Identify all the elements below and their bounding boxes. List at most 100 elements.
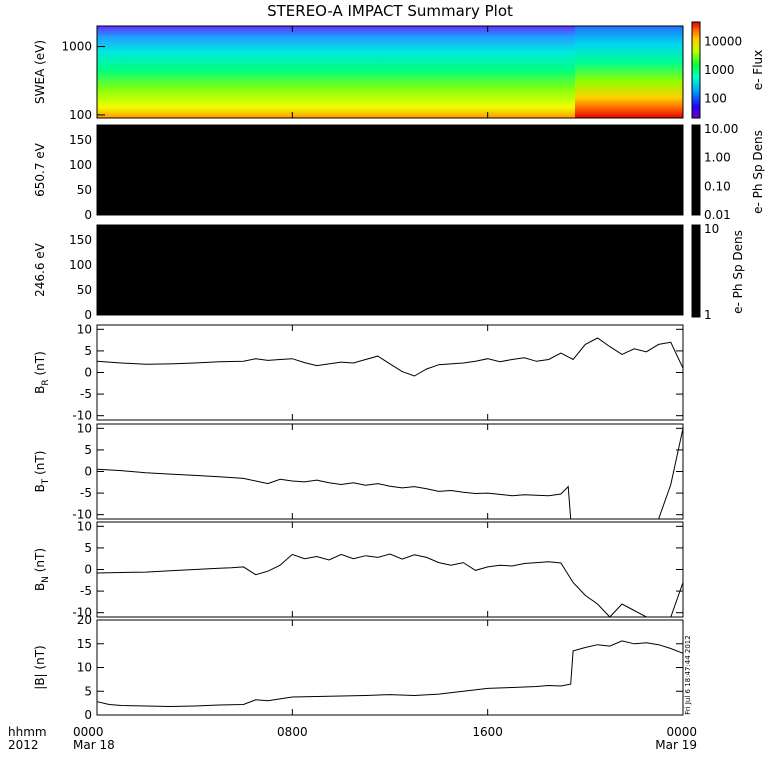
- pad650-colorbar: [691, 124, 701, 216]
- time-tick-label-3: 0000: [666, 725, 697, 739]
- br-trace: [96, 337, 684, 377]
- pad246-colorbar-label: e- Ph Sp Dens: [731, 230, 745, 314]
- bt-ytick-label-2: 0: [84, 465, 92, 479]
- bt-panel: -10 -5 0 5 10 BT (nT): [33, 421, 684, 522]
- generation-timestamp: Fri Jul 6 18:47:44 2012: [684, 635, 692, 714]
- swea-colorbar-ticks: 100 1000 10000: [704, 35, 742, 106]
- date-label-start: Mar 18: [73, 738, 115, 752]
- pad650-frame: [96, 124, 684, 216]
- bmag-ytick-label-1: 5: [84, 684, 92, 698]
- pad650-spectrogram: [97, 125, 683, 215]
- bt-ylabel: BT (nT): [33, 451, 51, 493]
- bn-ytick-label-1: -5: [80, 584, 92, 598]
- br-ytick-label-3: 5: [84, 344, 92, 358]
- time-tick-label-0: 0000: [73, 725, 104, 739]
- pad246-ylabel: 246.6 eV: [33, 242, 47, 297]
- bmag-frame: [96, 619, 684, 716]
- bt-ytick-label-4: 10: [77, 421, 92, 435]
- bmag-ylabel-main: |B| (nT): [33, 645, 47, 689]
- pad246-ytick-label-0: 0: [84, 308, 92, 322]
- bn-ytick-label-2: 0: [84, 563, 92, 577]
- pad650-ytick-label-1: 50: [77, 183, 92, 197]
- swea-cbar-label-2: 10000: [704, 35, 742, 49]
- pad246-ytick-label-2: 100: [69, 258, 92, 272]
- pad246-colorbar-ticks: 10 1: [704, 222, 719, 322]
- bn-ytick-label-3: 5: [84, 541, 92, 555]
- pad650-colorbar-label: e- Ph Sp Dens: [751, 130, 765, 214]
- pad246-ytick-label-1: 50: [77, 283, 92, 297]
- pad246-frame: [96, 224, 684, 316]
- br-ytick-label-1: -5: [80, 387, 92, 401]
- swea-cbar-label-0: 100: [704, 91, 727, 105]
- pad650-colorbar-ticks: 10.00 1.00 0.10 0.01: [704, 122, 738, 222]
- swea-ytick-label-1: 1000: [61, 40, 92, 54]
- pad246-colorbar: [691, 224, 701, 318]
- pad246-y-ticks: 0 50 100 150: [69, 233, 92, 322]
- bn-ylabel: BN (nT): [33, 548, 51, 591]
- pad650-cbar-label-1: 1.00: [704, 151, 731, 165]
- bt-ylabel-main: B: [33, 484, 47, 492]
- pad650-ytick-label-0: 0: [84, 208, 92, 222]
- pad650-y-ticks: 0 50 100 150: [69, 133, 92, 222]
- br-ylabel-main: B: [33, 386, 47, 394]
- br-ylabel: BR (nT): [33, 351, 51, 394]
- pad650-panel: 0 50 100 150 650.7 eV 10.00 1.00 0.10 0.01 e- …: [33, 122, 765, 222]
- pad246-cbar-label-0: 10: [704, 222, 719, 236]
- bt-ytick-label-1: -5: [80, 486, 92, 500]
- swea-x-ticks: [96, 26, 684, 118]
- br-ytick-label-4: 10: [77, 322, 92, 336]
- bn-panel: -10 -5 0 5 10 BN (nT): [33, 519, 684, 620]
- swea-colorbar: [691, 21, 701, 119]
- date-label-end: Mar 19: [655, 738, 697, 752]
- bt-trace: [96, 428, 684, 520]
- bmag-ytick-label-0: 0: [84, 708, 92, 722]
- swea-colorbar-label: e- Flux: [751, 50, 765, 90]
- bmag-panel: 0 5 10 15 20 |B| (nT): [33, 613, 684, 722]
- swea-spectrogram-high: [575, 26, 683, 118]
- swea-ylabel: SWEA (eV): [33, 40, 47, 104]
- bmag-ytick-label-4: 20: [77, 613, 92, 627]
- bn-ylabel-main: B: [33, 583, 47, 591]
- pad650-ylabel: 650.7 eV: [33, 142, 47, 197]
- pad650-cbar-label-3: 0.01: [704, 208, 731, 222]
- br-ytick-label-2: 0: [84, 366, 92, 380]
- bn-ylabel-sub: N: [41, 576, 51, 583]
- pad246-panel: 0 50 100 150 246.6 eV 10 1 e- Ph Sp Dens: [33, 222, 745, 322]
- bt-ylabel-unit: (nT): [33, 451, 47, 479]
- br-ylabel-sub: R: [41, 379, 51, 385]
- plot-title: STEREO-A IMPACT Summary Plot: [267, 2, 513, 20]
- pad650-ytick-label-3: 150: [69, 133, 92, 147]
- swea-frame: [96, 25, 684, 119]
- br-ytick-label-0: -10: [72, 409, 92, 423]
- pad650-cbar-label-0: 10.00: [704, 122, 738, 136]
- time-axis-format-label: hhmm: [8, 725, 47, 739]
- bmag-ytick-label-2: 10: [77, 661, 92, 675]
- bn-trace: [96, 553, 684, 618]
- pad246-cbar-label-1: 1: [704, 308, 712, 322]
- pad246-ytick-label-3: 150: [69, 233, 92, 247]
- swea-y-ticks: 100 1000: [61, 40, 105, 122]
- swea-ytick-label-0: 100: [69, 108, 92, 122]
- swea-cbar-label-1: 1000: [704, 63, 735, 77]
- bn-ylabel-unit: (nT): [33, 548, 47, 576]
- pad246-spectrogram: [97, 225, 683, 315]
- bt-frame: [96, 423, 684, 520]
- time-axis-year-label: 2012: [8, 738, 39, 752]
- time-tick-label-1: 0800: [277, 725, 308, 739]
- pad650-cbar-label-2: 0.10: [704, 179, 731, 193]
- bmag-ytick-label-3: 15: [77, 637, 92, 651]
- bn-ytick-label-4: 10: [77, 519, 92, 533]
- bt-ytick-label-3: 5: [84, 443, 92, 457]
- br-ylabel-unit: (nT): [33, 351, 47, 379]
- bt-ytick-label-0: -10: [72, 508, 92, 522]
- pad650-ytick-label-2: 100: [69, 158, 92, 172]
- bmag-trace: [96, 640, 684, 708]
- bmag-ylabel: |B| (nT): [33, 645, 47, 689]
- bt-ylabel-sub: T: [41, 478, 51, 485]
- time-tick-label-2: 1600: [472, 725, 503, 739]
- br-panel: -10 -5 0 5 10 BR (nT): [33, 322, 684, 423]
- swea-panel: 100 1000 SWEA (eV) 100 1000 10000 e- Flux: [33, 21, 765, 122]
